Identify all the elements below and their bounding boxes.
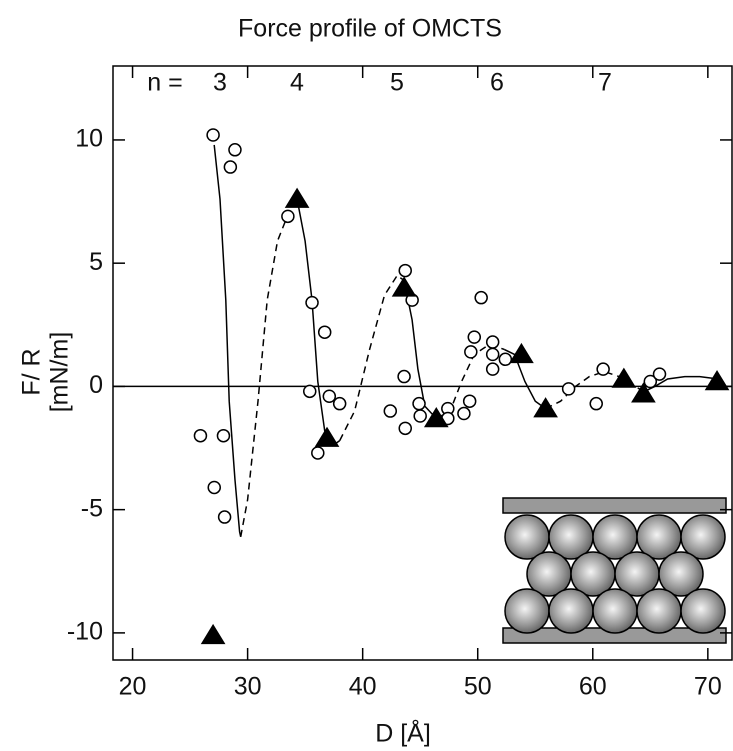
circle-marker — [332, 396, 347, 411]
circle-marker — [398, 263, 412, 278]
triangle-marker — [200, 623, 226, 645]
circle-marker — [383, 404, 398, 418]
y-axis-label-line: [mN/m] — [46, 332, 74, 413]
circle-marker — [216, 428, 231, 443]
circle-marker — [398, 421, 412, 436]
circle-marker — [485, 335, 500, 349]
circle-marker — [485, 347, 500, 362]
layer-prefix: n = — [147, 69, 182, 97]
circle-marker — [498, 352, 513, 367]
chart-title: Force profile of OMCTS — [238, 15, 502, 43]
y-axis-label: F/ R [mN/m] — [18, 332, 74, 413]
circle-marker — [223, 160, 238, 174]
plot-frame — [112, 65, 733, 661]
triangle-marker — [631, 382, 656, 403]
x-tick-label: 30 — [234, 673, 262, 701]
fit-curve — [239, 198, 298, 537]
fit-curve — [403, 280, 437, 420]
circle-marker — [317, 325, 332, 339]
circle-marker — [207, 480, 221, 495]
circle-marker — [643, 374, 658, 389]
y-tick-label: -10 — [67, 617, 103, 645]
fit-curve — [213, 144, 242, 537]
x-tick-label: 70 — [694, 673, 722, 701]
layer-label: 5 — [390, 69, 404, 97]
circle-marker — [652, 367, 667, 381]
molecule — [636, 588, 682, 634]
triangle-marker — [533, 397, 558, 418]
x-tick-label: 40 — [349, 673, 377, 701]
triangle-marker — [314, 426, 340, 447]
molecule — [658, 551, 704, 597]
x-tick-label: 20 — [119, 673, 147, 701]
circle-marker — [457, 406, 471, 421]
molecule — [504, 588, 550, 634]
x-axis-label: D [Å] — [375, 718, 431, 748]
triangle-marker — [391, 276, 417, 297]
molecule — [680, 514, 726, 560]
circle-marker — [462, 394, 477, 408]
molecule — [548, 588, 594, 634]
layer-label: 7 — [598, 69, 612, 97]
circle-marker — [206, 128, 220, 142]
circle-marker — [302, 384, 317, 399]
x-tick-label: 60 — [579, 673, 607, 701]
circle-marker — [413, 409, 427, 423]
y-tick-label: 5 — [89, 248, 103, 276]
y-axis-label-line: F/ R — [18, 348, 46, 395]
plate — [502, 497, 727, 514]
circle-marker — [474, 290, 488, 305]
x-tick-label: 50 — [464, 673, 492, 701]
triangle-marker — [423, 407, 449, 428]
circle-marker — [311, 446, 325, 460]
layer-label: 3 — [213, 69, 227, 97]
y-tick-label: 0 — [89, 371, 103, 399]
circle-marker — [464, 345, 478, 359]
fit-curve — [503, 348, 547, 410]
circle-marker — [467, 330, 482, 344]
circle-marker — [305, 295, 319, 310]
fit-curve — [296, 198, 341, 447]
triangle-marker — [509, 342, 534, 364]
triangle-marker — [611, 367, 637, 388]
circle-marker — [596, 362, 610, 376]
molecule — [592, 588, 638, 634]
circle-marker — [561, 382, 576, 396]
triangle-marker — [284, 187, 310, 208]
circle-marker — [281, 209, 295, 224]
circle-marker — [589, 396, 603, 411]
circle-marker — [228, 143, 242, 157]
circle-marker — [217, 510, 232, 524]
y-tick-label: 10 — [75, 125, 103, 153]
layer-label: 6 — [490, 69, 504, 97]
circle-marker — [322, 389, 337, 404]
y-tick-label: -5 — [81, 494, 103, 522]
circle-marker — [397, 369, 411, 384]
circle-marker — [412, 396, 426, 411]
fit-curve — [339, 274, 405, 441]
layer-label: 4 — [290, 69, 304, 97]
molecule-inset — [502, 497, 727, 644]
molecule — [680, 588, 726, 634]
circle-marker — [193, 428, 208, 443]
circle-marker — [485, 362, 500, 376]
triangle-marker — [704, 370, 730, 391]
